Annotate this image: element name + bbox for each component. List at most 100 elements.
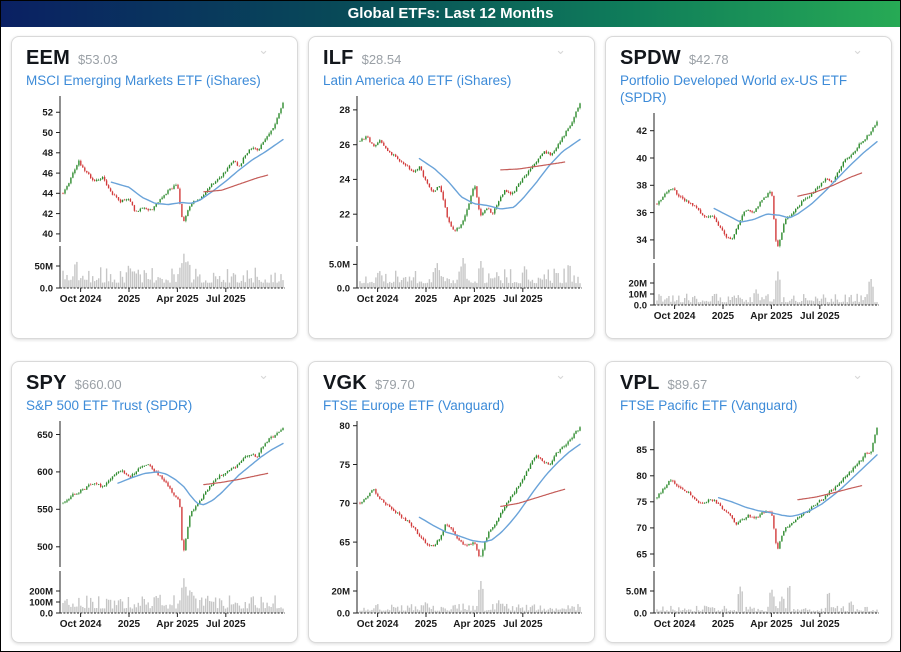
svg-text:28: 28 [339,105,350,116]
svg-text:40: 40 [636,153,647,164]
last-price: $89.67 [667,377,708,392]
last-price: $53.03 [77,52,118,67]
svg-text:Oct 2024: Oct 2024 [60,294,102,305]
svg-text:80: 80 [339,421,350,432]
chevron-down-icon[interactable]: ⌄ [258,42,269,57]
svg-text:75: 75 [339,460,350,471]
page-title: Global ETFs: Last 12 Months [1,1,900,27]
svg-text:0.0: 0.0 [634,608,647,619]
svg-text:26: 26 [339,140,350,151]
svg-text:36: 36 [636,208,647,219]
svg-text:100M: 100M [29,597,53,608]
svg-text:Oct 2024: Oct 2024 [357,619,399,630]
chevron-down-icon[interactable]: ⌄ [852,42,863,57]
ticker-symbol: VPL [620,372,660,394]
etf-card-eem: EEM $53.03 ⌄ MSCI Emerging Markets ETF (… [11,36,298,339]
svg-text:Apr 2025: Apr 2025 [156,619,199,630]
card-header: VGK $79.70 [323,372,586,395]
svg-text:80: 80 [636,471,647,482]
chevron-down-icon[interactable]: ⌄ [555,42,566,57]
card-header: EEM $53.03 [26,47,289,70]
etf-card-spdw: SPDW $42.78 ⌄ Portfolio Developed World … [605,36,892,339]
ticker-symbol: EEM [26,47,70,69]
etf-name-link[interactable]: FTSE Pacific ETF (Vanguard) [620,398,798,413]
svg-text:Oct 2024: Oct 2024 [60,619,102,630]
etf-name-link[interactable]: Portfolio Developed World ex-US ETF (SPD… [620,73,848,105]
etf-card-spy: SPY $660.00 ⌄ S&P 500 ETF Trust (SPDR) 5… [11,361,298,643]
svg-text:2025: 2025 [118,294,141,305]
svg-text:34: 34 [636,235,647,246]
svg-text:5.0M: 5.0M [329,260,350,271]
last-price: $42.78 [688,52,729,67]
chevron-down-icon[interactable]: ⌄ [852,367,863,382]
svg-text:2025: 2025 [415,294,438,305]
svg-text:38: 38 [636,180,647,191]
svg-text:Oct 2024: Oct 2024 [357,294,399,305]
svg-text:20M: 20M [332,586,351,597]
etf-name-link[interactable]: MSCI Emerging Markets ETF (iShares) [26,73,261,88]
svg-text:65: 65 [339,537,350,548]
svg-text:70: 70 [636,523,647,534]
svg-text:600: 600 [37,467,53,478]
etf-card-vpl: VPL $89.67 ⌄ FTSE Pacific ETF (Vanguard)… [605,361,892,643]
etf-card-vgk: VGK $79.70 ⌄ FTSE Europe ETF (Vanguard) … [308,361,595,643]
last-price: $79.70 [374,377,415,392]
candlestick-chart: 22 24 26 28 5.0M 0.0 Oct 2024 2025 Apr 2025 Jul 2… [329,95,582,305]
svg-text:Jul 2025: Jul 2025 [206,619,246,630]
svg-text:22: 22 [339,209,350,220]
etf-name-link[interactable]: Latin America 40 ETF (iShares) [323,73,512,88]
svg-text:550: 550 [37,504,53,515]
svg-text:0.0: 0.0 [337,608,350,619]
svg-text:50M: 50M [35,261,54,272]
svg-text:85: 85 [636,445,647,456]
svg-text:0.0: 0.0 [40,283,53,294]
svg-text:Oct 2024: Oct 2024 [654,311,696,322]
svg-text:200M: 200M [29,586,53,597]
svg-text:42: 42 [636,126,647,137]
ticker-symbol: SPDW [620,47,681,69]
ticker-symbol: VGK [323,372,367,394]
svg-text:75: 75 [636,497,647,508]
ticker-symbol: ILF [323,47,354,69]
svg-text:Apr 2025: Apr 2025 [453,294,496,305]
svg-text:0.0: 0.0 [40,608,53,619]
svg-text:2025: 2025 [712,619,735,630]
etf-card-ilf: ILF $28.54 ⌄ Latin America 40 ETF (iShar… [308,36,595,339]
svg-text:52: 52 [42,107,53,118]
svg-text:Jul 2025: Jul 2025 [800,311,840,322]
svg-text:2025: 2025 [712,311,735,322]
svg-text:24: 24 [339,175,350,186]
svg-text:70: 70 [339,498,350,509]
svg-text:Apr 2025: Apr 2025 [750,619,793,630]
last-price: $28.54 [361,52,402,67]
svg-text:42: 42 [42,209,53,220]
etf-name-link[interactable]: S&P 500 ETF Trust (SPDR) [26,398,193,413]
card-header: SPDW $42.78 [620,47,883,70]
candlestick-chart: 65 70 75 80 20M 0.0 Oct 2024 2025 Apr 2025 Jul 20… [332,420,582,630]
svg-text:2025: 2025 [415,619,438,630]
etf-name-link[interactable]: FTSE Europe ETF (Vanguard) [323,398,505,413]
card-header: ILF $28.54 [323,47,586,70]
svg-text:500: 500 [37,542,53,553]
etf-grid: EEM $53.03 ⌄ MSCI Emerging Markets ETF (… [1,27,900,643]
ticker-symbol: SPY [26,372,67,394]
svg-text:Apr 2025: Apr 2025 [453,619,496,630]
svg-text:Oct 2024: Oct 2024 [654,619,696,630]
chevron-down-icon[interactable]: ⌄ [258,367,269,382]
svg-text:650: 650 [37,430,53,441]
svg-text:0.0: 0.0 [634,300,647,311]
svg-text:48: 48 [42,148,53,159]
svg-text:20M: 20M [629,278,648,289]
card-header: SPY $660.00 [26,372,289,395]
svg-text:44: 44 [42,188,53,199]
last-price: $660.00 [74,377,122,392]
svg-text:Jul 2025: Jul 2025 [503,619,543,630]
chevron-down-icon[interactable]: ⌄ [555,367,566,382]
svg-text:Jul 2025: Jul 2025 [503,294,543,305]
candlestick-chart: 65 70 75 80 85 5.0M 0.0 Oct 2024 2025 Apr 2025 Jul… [626,420,879,630]
svg-text:10M: 10M [629,289,648,300]
card-header: VPL $89.67 [620,372,883,395]
